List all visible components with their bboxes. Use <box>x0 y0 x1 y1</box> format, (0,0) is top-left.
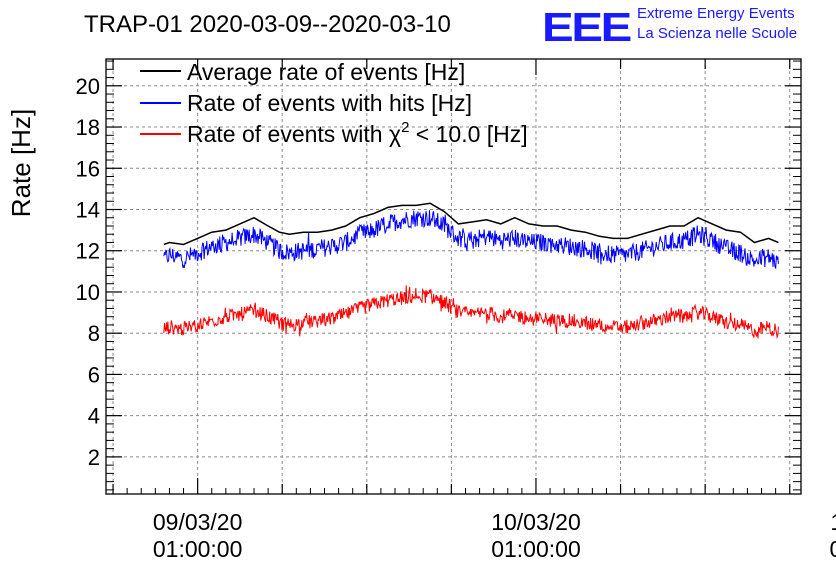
y-tick-label: 8 <box>88 321 100 346</box>
y-tick-label: 20 <box>76 74 100 99</box>
series-line-average <box>163 202 779 246</box>
legend-chi2-suffix: < 10.0 [Hz] <box>409 121 527 147</box>
eee-logo-line2: La Scienza nelle Scuole <box>637 25 797 42</box>
plot-frame <box>105 58 802 495</box>
series-line-chi2 <box>163 285 779 340</box>
y-tick-label: 14 <box>76 197 100 222</box>
series-layer <box>163 202 779 340</box>
legend: Average rate of events [Hz] Rate of even… <box>140 59 528 147</box>
legend-chi-symbol: χ <box>389 121 401 147</box>
x-tick-time: 01:00:00 <box>491 536 581 562</box>
y-tick-label: 4 <box>88 404 100 429</box>
series-line-hits <box>163 210 779 270</box>
x-tick-time: 01:00:00 <box>830 536 836 562</box>
y-tick-label: 18 <box>76 115 100 140</box>
legend-label-chi2: Rate of events with χ2 < 10.0 [Hz] <box>187 119 528 147</box>
y-tick-label: 10 <box>76 280 100 305</box>
eee-logo-mark: EEE <box>542 4 631 50</box>
legend-label-average: Average rate of events [Hz] <box>187 59 465 85</box>
y-axis-label: Rate [Hz] <box>6 109 36 217</box>
legend-chi2-prefix: Rate of events with <box>187 121 389 147</box>
y-tick-label: 2 <box>88 445 100 470</box>
y-tick-label: 16 <box>76 156 100 181</box>
legend-label-hits: Rate of events with hits [Hz] <box>187 90 472 116</box>
chart-title: TRAP-01 2020-03-09--2020-03-10 <box>84 11 451 38</box>
y-tick-label: 6 <box>88 362 100 387</box>
x-tick-labels: 09/03/2001:00:0010/03/2001:00:0011/03/20… <box>153 509 836 562</box>
y-tick-label: 12 <box>76 239 100 264</box>
axes <box>105 58 802 495</box>
eee-logo-line1: Extreme Energy Events <box>637 5 795 22</box>
grid-lines <box>106 59 801 494</box>
eee-logo: EEE Extreme Energy Events La Scienza nel… <box>542 4 797 50</box>
y-tick-labels: 2 4 6 8 10 12 14 16 18 20 <box>76 74 100 470</box>
x-tick-date: 09/03/20 <box>153 509 243 535</box>
x-tick-date: 10/03/20 <box>491 509 581 535</box>
x-tick-date: 11/03/20 <box>830 509 836 535</box>
legend-chi-exponent: 2 <box>401 119 409 136</box>
x-tick-time: 01:00:00 <box>153 536 243 562</box>
